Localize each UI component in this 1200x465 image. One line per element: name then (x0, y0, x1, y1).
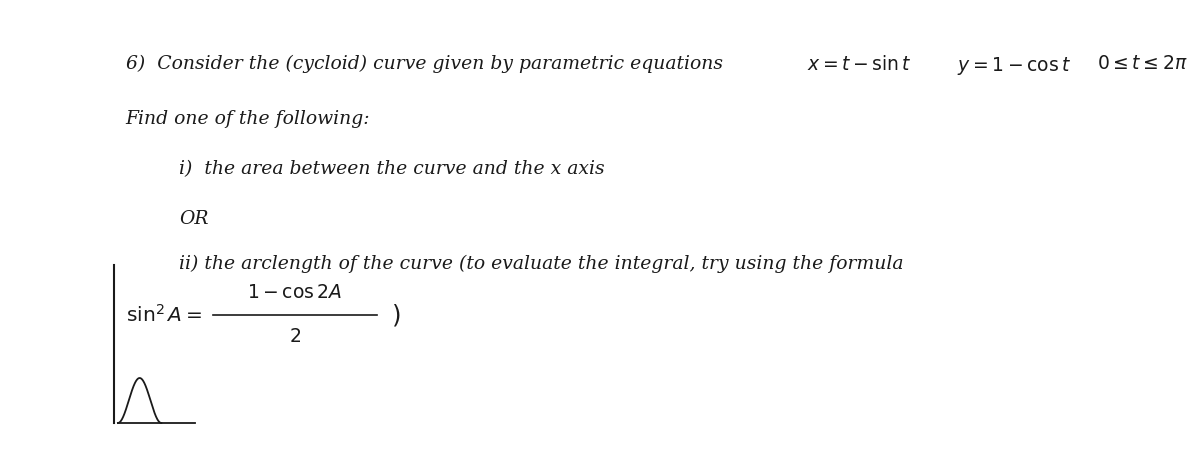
Text: ii) the arclength of the curve (to evaluate the integral, try using the formula: ii) the arclength of the curve (to evalu… (179, 255, 904, 273)
Text: $x = t - \sin t$: $x = t - \sin t$ (806, 55, 912, 74)
Text: i)  the area between the curve and the x axis: i) the area between the curve and the x … (179, 160, 605, 178)
Text: $)$: $)$ (391, 302, 401, 328)
Text: $\sin^2 A =$: $\sin^2 A =$ (126, 304, 202, 326)
Text: 6)  Consider the (cycloid) curve given by parametric equations: 6) Consider the (cycloid) curve given by… (126, 55, 734, 73)
Text: $y = 1 - \cos t$: $y = 1 - \cos t$ (956, 55, 1070, 77)
Text: $1 - \cos 2A$: $1 - \cos 2A$ (247, 284, 342, 302)
Text: Find one of the following:: Find one of the following: (126, 110, 371, 128)
Text: $0 \leq t \leq 2\pi$: $0 \leq t \leq 2\pi$ (1097, 55, 1188, 73)
Text: $2$: $2$ (289, 328, 301, 346)
Text: OR: OR (179, 210, 209, 228)
